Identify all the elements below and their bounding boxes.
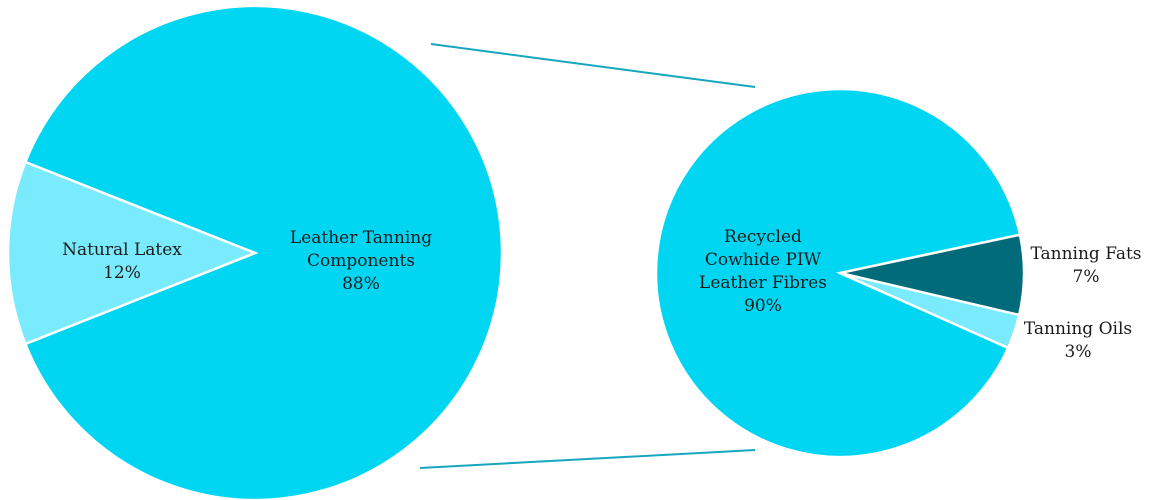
connector-line-bottom — [419, 449, 756, 469]
pie-slice-leather-tanning-components — [23, 4, 504, 500]
slice-label-recycled-cowhide-piw-leather-fibres: Recycled Cowhide PIW Leather Fibres 90% — [699, 227, 827, 316]
slice-label-tanning-oils: Tanning Oils 3% — [1024, 319, 1132, 362]
connector-line-top — [430, 43, 756, 88]
main-pie — [6, 4, 504, 500]
slice-label-natural-latex: Natural Latex 12% — [62, 240, 182, 283]
secondary-pie — [654, 87, 1026, 459]
slice-labels: Leather Tanning Components 88% Natural Late… — [62, 227, 1141, 362]
pie-slice-recycled-cowhide-piw-leather-fibres — [654, 87, 1022, 459]
pie-slice-tanning-oils — [839, 271, 1021, 350]
slice-label-tanning-fats: Tanning Fats 7% — [1030, 244, 1141, 287]
slice-label-leather-tanning-components: Leather Tanning Components 88% — [290, 228, 432, 294]
pie-slice-natural-latex — [6, 160, 259, 346]
